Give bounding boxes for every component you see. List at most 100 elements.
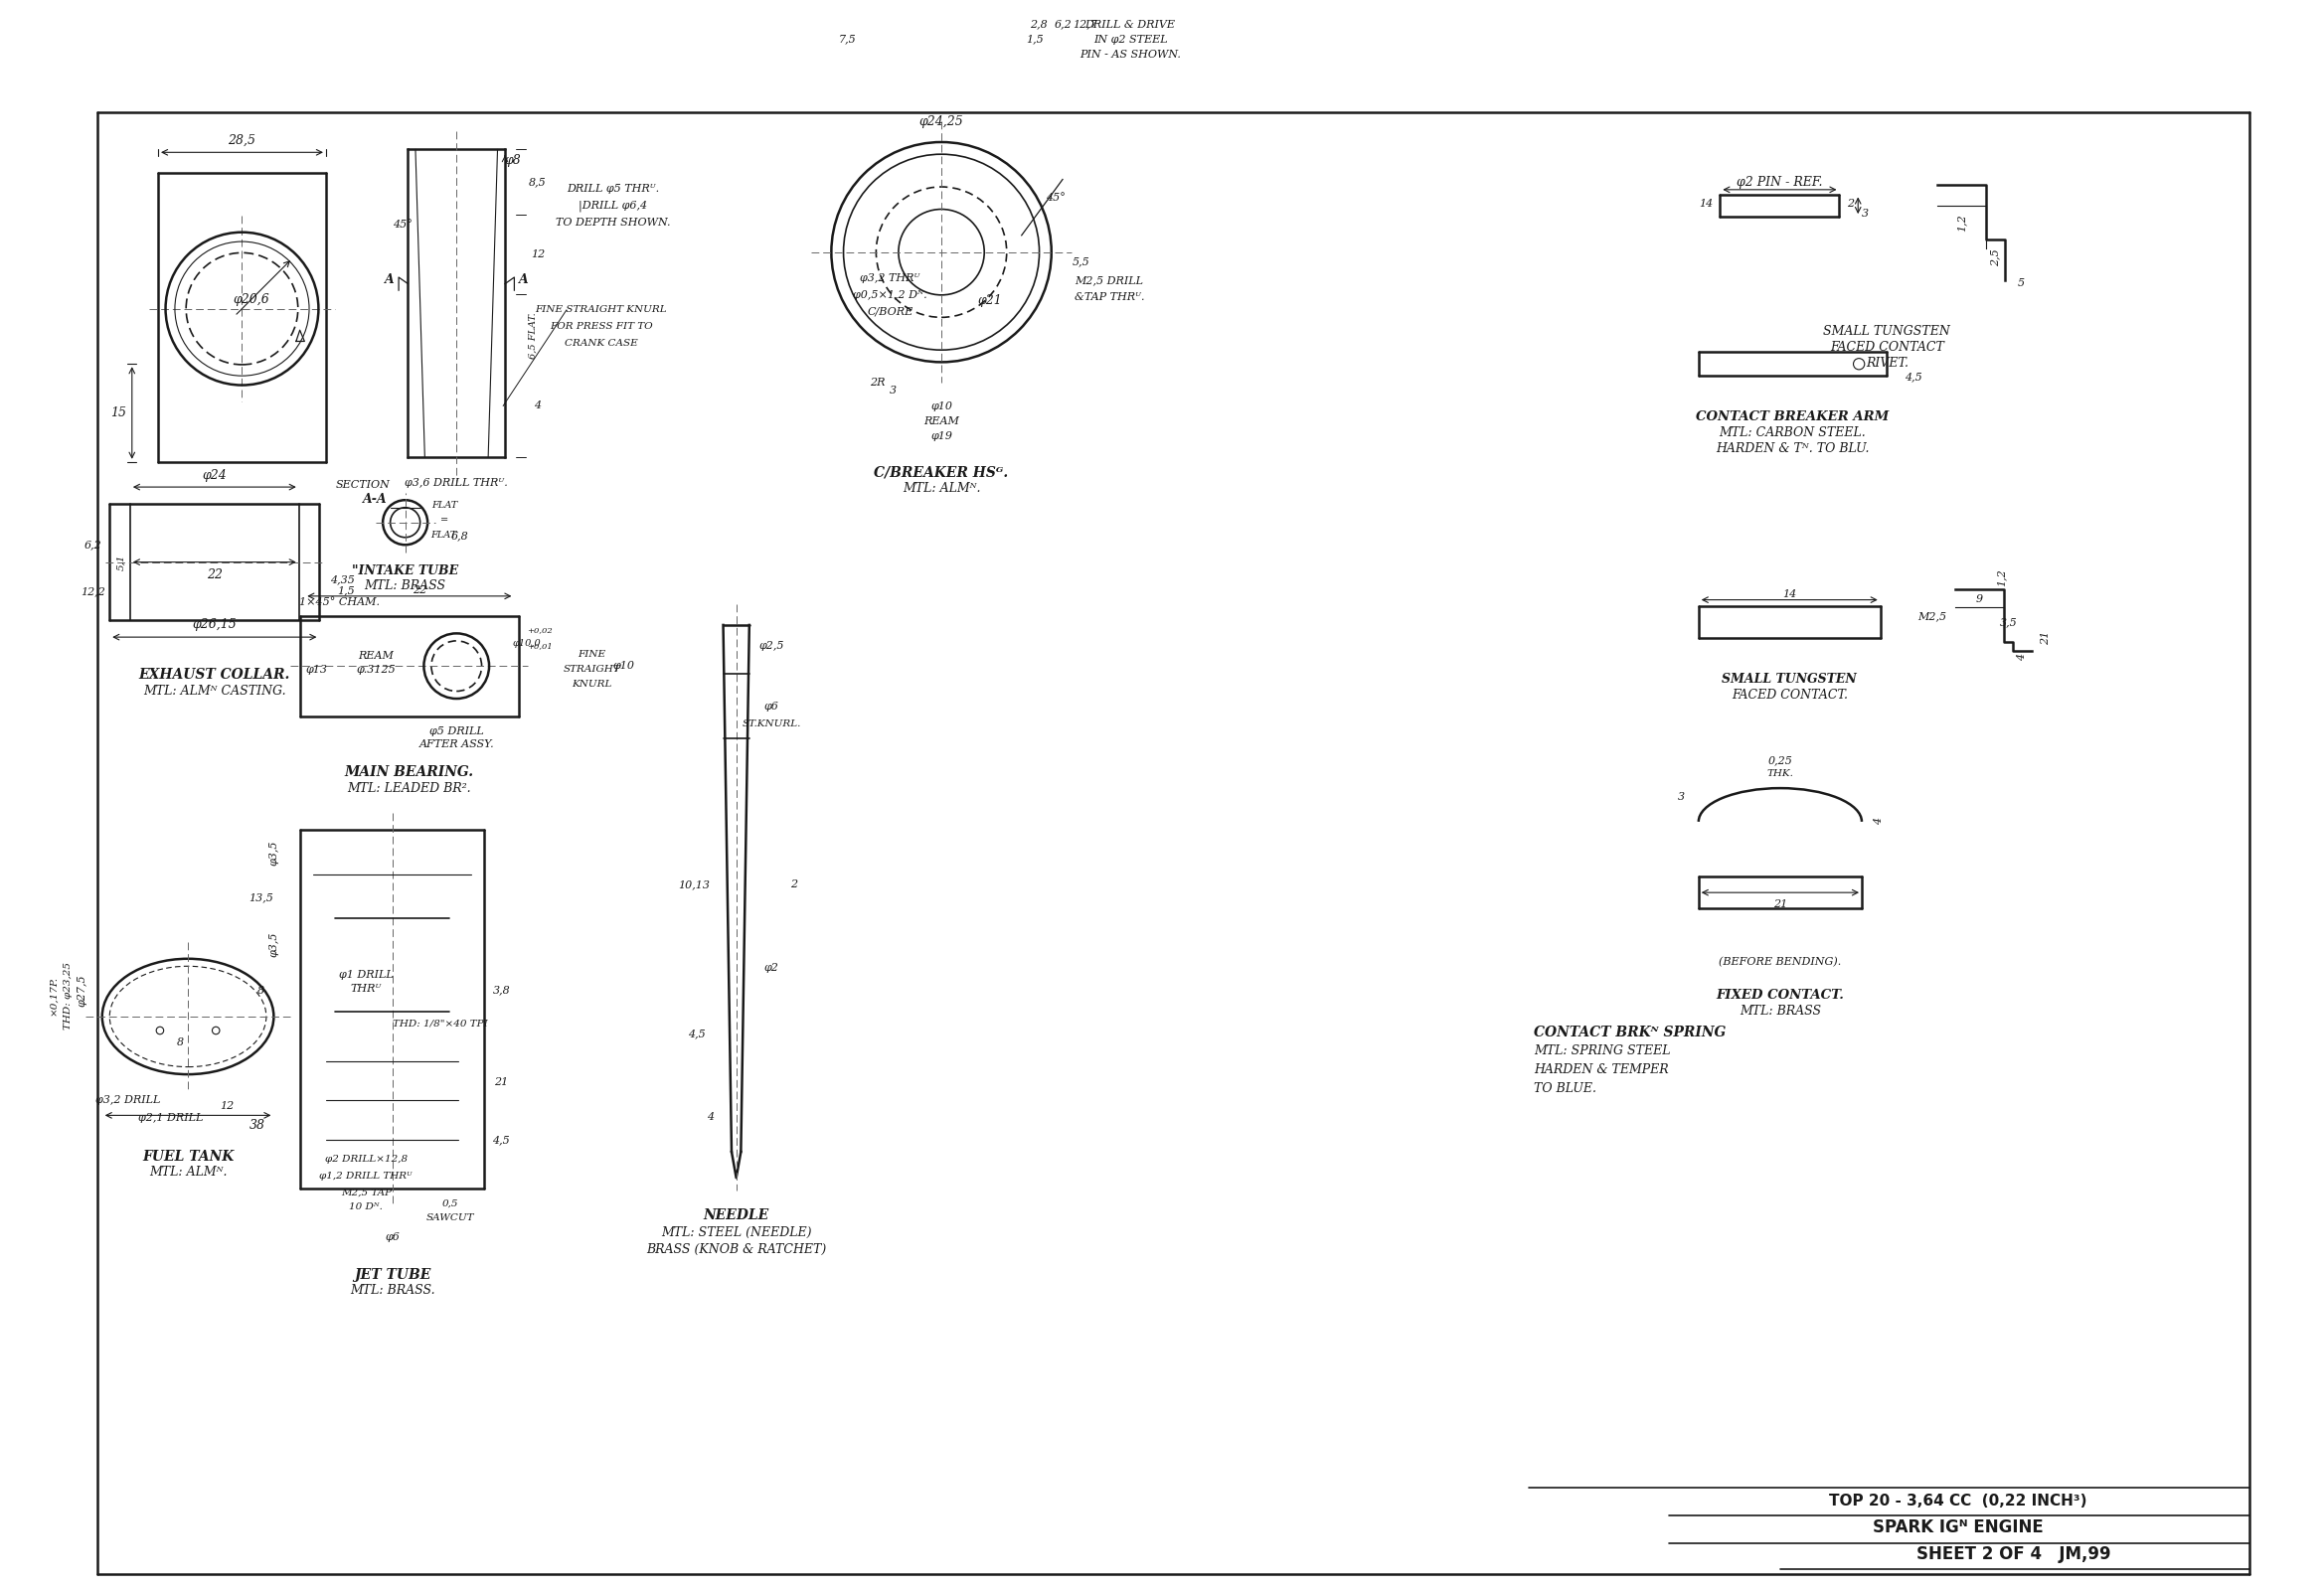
Text: A: A: [518, 273, 528, 286]
Text: MTL: BRASS.: MTL: BRASS.: [349, 1285, 435, 1297]
Text: 5,1: 5,1: [116, 554, 125, 570]
Text: φ27,5: φ27,5: [77, 973, 86, 1007]
Text: φ6: φ6: [765, 702, 779, 711]
Text: 38: 38: [249, 1120, 265, 1132]
Text: SECTION: SECTION: [337, 480, 390, 491]
Text: DRILL & DRIVE: DRILL & DRIVE: [1085, 19, 1176, 30]
Text: 8: 8: [258, 986, 265, 996]
Text: 3: 3: [890, 386, 897, 395]
Text: 9: 9: [1975, 594, 1982, 603]
Text: SMALL TUNGSTEN: SMALL TUNGSTEN: [1824, 326, 1950, 338]
Text: 4: 4: [1873, 818, 1882, 826]
Text: A-A: A-A: [363, 492, 388, 505]
Text: SMALL TUNGSTEN: SMALL TUNGSTEN: [1722, 673, 1857, 686]
Text: φ10: φ10: [614, 661, 634, 672]
Text: RIVET.: RIVET.: [1866, 357, 1908, 370]
Text: φ10,0: φ10,0: [511, 640, 541, 648]
Text: 12: 12: [221, 1100, 235, 1112]
Text: φ0,5×1,2 Dᴺ.: φ0,5×1,2 Dᴺ.: [853, 291, 927, 300]
Text: φ20,6: φ20,6: [232, 292, 270, 306]
Text: 22: 22: [411, 586, 425, 596]
Text: 3: 3: [1678, 792, 1685, 802]
Text: PIN - AS SHOWN.: PIN - AS SHOWN.: [1081, 49, 1181, 59]
Text: 1,2: 1,2: [1957, 213, 1966, 232]
Text: 28,5: 28,5: [228, 133, 256, 146]
Text: SPARK IGᴺ ENGINE: SPARK IGᴺ ENGINE: [1873, 1518, 2043, 1536]
Text: 2R: 2R: [869, 378, 885, 387]
Text: 10,13: 10,13: [679, 880, 711, 889]
Text: 15: 15: [109, 407, 125, 419]
Text: DRILL φ5 THRᵁ.: DRILL φ5 THRᵁ.: [567, 184, 660, 194]
Text: 5,5: 5,5: [1071, 256, 1090, 267]
Text: 8: 8: [177, 1037, 184, 1048]
Text: FINE: FINE: [579, 649, 607, 659]
Text: 4: 4: [2017, 654, 2027, 661]
Text: REAM: REAM: [358, 651, 395, 661]
Text: 4: 4: [706, 1112, 713, 1123]
Text: CRANK CASE: CRANK CASE: [565, 338, 637, 348]
Text: φ2 DRILL×12,8: φ2 DRILL×12,8: [325, 1154, 407, 1164]
Text: 5: 5: [2017, 278, 2024, 287]
Text: A: A: [383, 273, 395, 286]
Text: TO DEPTH SHOWN.: TO DEPTH SHOWN.: [555, 218, 672, 227]
Text: 10 Dᴺ.: 10 Dᴺ.: [349, 1202, 383, 1212]
Text: M2,5 DRILL: M2,5 DRILL: [1076, 275, 1143, 284]
Text: FOR PRESS FIT TO: FOR PRESS FIT TO: [548, 322, 653, 332]
Text: φ.3125: φ.3125: [356, 665, 395, 675]
Text: NEEDLE: NEEDLE: [704, 1208, 769, 1223]
Text: HARDEN & TEMPER: HARDEN & TEMPER: [1534, 1064, 1669, 1077]
Text: φ3,5: φ3,5: [270, 840, 279, 865]
Text: (BEFORE BENDING).: (BEFORE BENDING).: [1720, 958, 1841, 967]
Text: 21: 21: [1773, 900, 1787, 910]
Text: 21: 21: [495, 1077, 509, 1086]
Text: 8,5: 8,5: [530, 178, 546, 187]
Text: 7,5: 7,5: [839, 33, 858, 43]
Text: 3,8: 3,8: [493, 986, 509, 996]
Text: φ3,5: φ3,5: [270, 931, 279, 956]
Text: φ2,1 DRILL: φ2,1 DRILL: [139, 1113, 205, 1123]
Text: 21: 21: [2040, 630, 2050, 645]
Text: HARDEN & Tᴺ. TO BLU.: HARDEN & Tᴺ. TO BLU.: [1715, 443, 1868, 456]
Text: 2: 2: [790, 880, 797, 889]
Text: MTL: ALMᴺ CASTING.: MTL: ALMᴺ CASTING.: [144, 684, 286, 697]
Text: 4,5: 4,5: [688, 1029, 706, 1039]
Text: 3,5: 3,5: [1999, 618, 2017, 627]
Text: 1,5: 1,5: [337, 586, 356, 596]
Text: IN φ2 STEEL: IN φ2 STEEL: [1092, 35, 1167, 44]
Text: 4,5: 4,5: [1903, 372, 1922, 383]
Text: MTL: ALMᴺ.: MTL: ALMᴺ.: [902, 481, 981, 494]
Text: ST.KNURL.: ST.KNURL.: [741, 719, 802, 729]
Text: φ10: φ10: [930, 402, 953, 411]
Text: STRAIGHT: STRAIGHT: [562, 664, 621, 673]
Text: TOP 20 - 3,64 CC  (0,22 INCH³): TOP 20 - 3,64 CC (0,22 INCH³): [1829, 1494, 2087, 1509]
Text: 22: 22: [207, 569, 223, 581]
Text: |DRILL φ6,4: |DRILL φ6,4: [579, 200, 648, 211]
Text: FLAT.: FLAT.: [430, 530, 458, 540]
Text: MAIN BEARING.: MAIN BEARING.: [344, 765, 474, 780]
Text: REAM: REAM: [923, 416, 960, 427]
Text: 4,35: 4,35: [330, 575, 356, 584]
Text: +0,02: +0,02: [528, 626, 553, 634]
Text: 2,8: 2,8: [1030, 19, 1048, 29]
Text: 12,2: 12,2: [81, 586, 105, 596]
Text: +0,01: +0,01: [528, 642, 553, 649]
Text: THD: 1/8"×40 TPI: THD: 1/8"×40 TPI: [393, 1019, 488, 1029]
Text: M2,5: M2,5: [1917, 611, 1945, 621]
Text: φ5 DRILL: φ5 DRILL: [430, 726, 483, 737]
Text: φ2 PIN - REF.: φ2 PIN - REF.: [1736, 176, 1822, 189]
Text: C/BORE: C/BORE: [867, 306, 913, 316]
Text: MTL: SPRING STEEL: MTL: SPRING STEEL: [1534, 1045, 1671, 1058]
Text: φ1,2 DRILL THRᵁ: φ1,2 DRILL THRᵁ: [318, 1172, 414, 1180]
Text: BRASS (KNOB & RATCHET): BRASS (KNOB & RATCHET): [646, 1243, 827, 1256]
Text: FLAT: FLAT: [432, 502, 458, 510]
Text: φ26,15: φ26,15: [193, 619, 237, 632]
Text: C/BREAKER HSᴳ.: C/BREAKER HSᴳ.: [874, 465, 1009, 480]
Text: =: =: [439, 516, 449, 526]
Text: MTL: BRASS: MTL: BRASS: [1738, 1005, 1822, 1018]
Text: CONTACT BREAKER ARM: CONTACT BREAKER ARM: [1697, 411, 1889, 424]
Text: φ3,6 DRILL THRᵁ.: φ3,6 DRILL THRᵁ.: [404, 478, 509, 488]
Text: FINE STRAIGHT KNURL: FINE STRAIGHT KNURL: [535, 305, 667, 314]
Text: THK.: THK.: [1766, 769, 1794, 778]
Text: 0,5: 0,5: [442, 1199, 458, 1208]
Text: 45°: 45°: [393, 219, 411, 229]
